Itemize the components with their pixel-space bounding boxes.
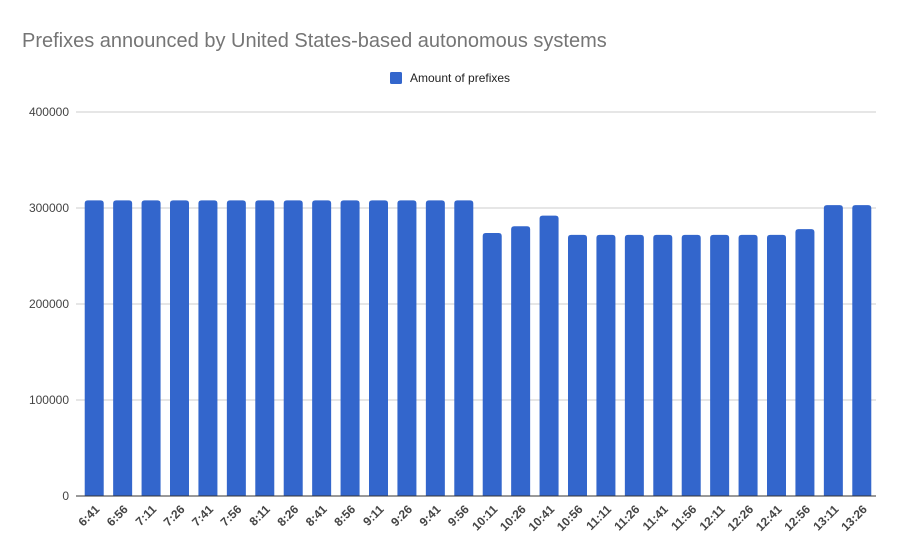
bar [397,200,417,496]
x-tick-label: 11:41 [640,502,671,533]
y-tick-label: 0 [62,489,69,503]
x-tick-label: 10:41 [526,502,558,534]
x-tick-label: 9:56 [445,502,472,529]
x-tick-label: 7:26 [161,502,188,529]
bar [738,234,758,496]
chart-title: Prefixes announced by United States-base… [22,30,607,52]
x-tick-label: 11:26 [611,502,642,533]
bar [198,200,218,496]
x-tick-label: 13:26 [838,502,870,534]
bar [425,200,445,496]
x-tick-label: 6:56 [104,502,131,529]
x-tick-label: 10:56 [554,502,586,534]
bar [852,205,872,496]
bar [84,200,104,496]
x-tick-label: 6:41 [75,502,102,529]
bar [340,200,360,496]
bar [681,234,701,496]
x-tick-label: 9:26 [388,502,415,529]
bar [226,200,246,496]
bar [170,200,189,496]
y-axis-ticks: 0 100000 200000 300000 400000 [29,105,69,503]
x-tick-label: 7:11 [133,502,160,529]
bars [84,200,872,497]
x-tick-label: 10:26 [497,502,529,534]
x-tick-label: 12:26 [725,502,757,534]
y-tick-label: 100000 [29,393,69,407]
bar [568,234,587,496]
bar [369,200,388,496]
x-tick-label: 9:41 [417,502,444,529]
bar [511,226,531,497]
bar [624,234,644,496]
x-tick-label: 12:41 [753,502,785,534]
bar [454,200,474,496]
x-tick-label: 8:41 [303,502,330,529]
bar [795,229,815,496]
x-tick-label: 7:41 [189,502,216,529]
bar [710,234,730,496]
x-tick-label: 11:11 [583,502,614,533]
x-tick-label: 12:11 [697,502,728,533]
legend-label: Amount of prefixes [410,71,510,85]
x-tick-label: 8:11 [246,502,273,529]
x-tick-label: 10:11 [469,502,500,533]
bar [539,215,559,496]
x-tick-label: 12:56 [781,502,813,534]
bar [283,200,303,496]
bar [312,200,332,496]
y-tick-label: 300000 [29,201,69,215]
x-axis-ticks: 6:41 6:56 7:11 7:26 7:41 7:56 8:11 8:26 8:41 8:56… [75,502,870,534]
bar [113,200,133,496]
bar [596,234,616,496]
x-tick-label: 11:56 [668,502,699,533]
y-tick-label: 400000 [29,105,69,119]
x-tick-label: 13:11 [810,502,841,533]
y-tick-label: 200000 [29,297,69,311]
bar [653,234,673,496]
legend: Amount of prefixes [390,71,510,85]
x-tick-label: 9:11 [360,502,387,529]
bar [255,200,275,496]
x-tick-label: 7:56 [218,502,245,529]
bar [141,200,161,496]
bar [823,205,843,496]
x-tick-label: 8:56 [331,502,358,529]
legend-swatch [390,72,402,84]
bar [767,234,786,496]
x-tick-label: 8:26 [274,502,301,529]
bar [482,232,502,496]
